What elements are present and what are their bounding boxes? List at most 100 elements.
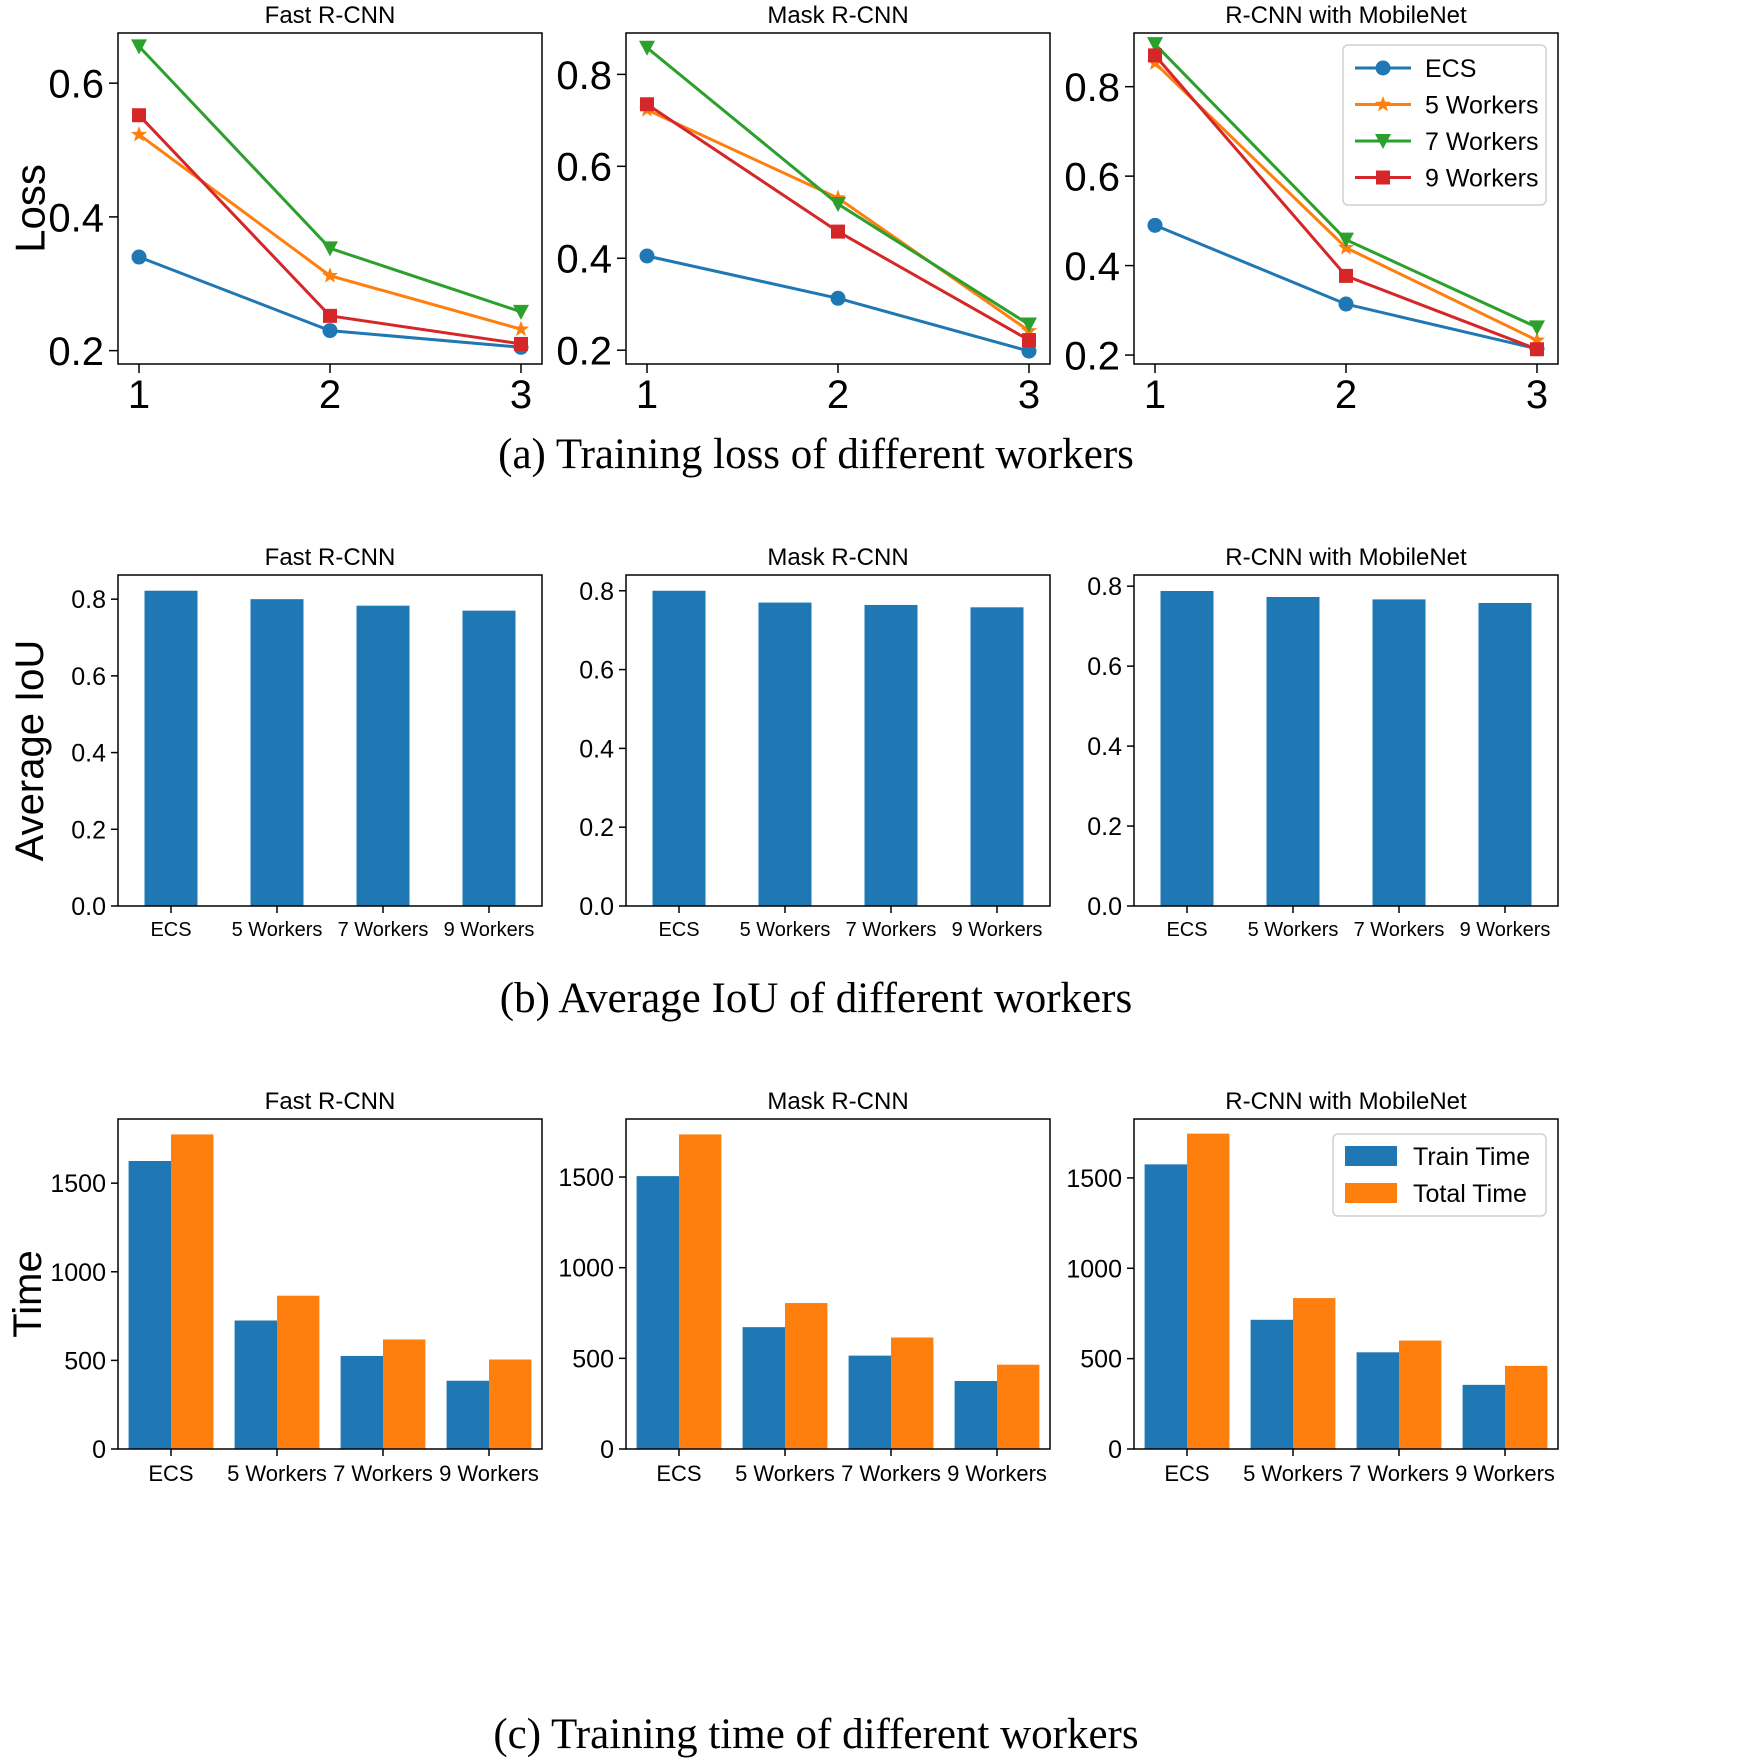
chart-c-mask-r-cnn-bar-train-time-5-workers — [742, 1327, 785, 1449]
chart-b-fast-r-cnn-xtick-label: ECS — [150, 919, 191, 941]
chart-b-mask-r-cnn-bar-7-workers — [864, 604, 918, 906]
chart-a-mask-r-cnn-ytick-label: 0.6 — [556, 146, 612, 190]
chart-c-r-cnn-with-mobilenet-legend-total-time-label: Total Time — [1413, 1180, 1527, 1208]
chart-c-mask-r-cnn-ytick-label: 1500 — [558, 1164, 614, 1192]
panels: Fast R-CNN 0.2 0.4 0.6 Loss 1 2 3 Mask R-CNN 0.2 0… — [6, 2, 1559, 1486]
chart-b-r-cnn-with-mobilenet-ytick-label: 0.0 — [1087, 893, 1122, 921]
chart-a-mask-r-cnn-ytick-label: 0.4 — [556, 238, 612, 282]
chart-c-mask-r-cnn: Mask R-CNN 0 500 1000 1500 ECS 5 Workers 7 Work… — [558, 1088, 1051, 1486]
chart-c-fast-r-cnn-xtick-label: 7 Workers — [333, 1461, 433, 1486]
chart-b-mask-r-cnn-bar-ecs — [652, 590, 706, 906]
chart-b-r-cnn-with-mobilenet-bar-ecs — [1160, 590, 1214, 906]
chart-a-r-cnn-with-mobilenet-series-9-workers-point — [1339, 268, 1353, 283]
chart-a-r-cnn-with-mobilenet-series-7-workers-point — [1528, 320, 1545, 336]
chart-c-r-cnn-with-mobilenet-bar-total-time-9-workers — [1505, 1365, 1548, 1449]
chart-a-mask-r-cnn-xtick-label: 3 — [1018, 373, 1040, 417]
chart-c-r-cnn-with-mobilenet-ytick-label: 1000 — [1066, 1255, 1122, 1283]
chart-a-mask-r-cnn-xtick-label: 1 — [636, 373, 658, 417]
chart-c-r-cnn-with-mobilenet-ytick-label: 500 — [1080, 1346, 1122, 1374]
chart-c-fast-r-cnn-ytick-label: 1500 — [50, 1170, 106, 1198]
chart-c-mask-r-cnn-bar-train-time-9-workers — [954, 1381, 997, 1449]
chart-b-mask-r-cnn: Mask R-CNN 0.0 0.2 0.4 0.6 0.8 ECS 5 Workers 7 W… — [579, 544, 1051, 941]
chart-a-r-cnn-with-mobilenet-xtick-label: 3 — [1526, 373, 1548, 417]
chart-b-fast-r-cnn-frame — [117, 574, 543, 907]
chart-b-fast-r-cnn-title: Fast R-CNN — [265, 544, 396, 571]
chart-a-mask-r-cnn-ytick-label: 0.2 — [556, 330, 612, 374]
chart-b-r-cnn-with-mobilenet-ytick-label: 0.6 — [1087, 653, 1122, 681]
chart-b-r-cnn-with-mobilenet-ytick-label: 0.4 — [1087, 733, 1122, 761]
chart-a-fast-r-cnn-ytick-label: 0.4 — [48, 196, 104, 240]
chart-a-fast-r-cnn-series-9-workers-point — [323, 308, 337, 323]
chart-b-r-cnn-with-mobilenet-xtick-label: 7 Workers — [1354, 919, 1445, 941]
chart-b-r-cnn-with-mobilenet-frame — [1133, 574, 1559, 907]
chart-a-mask-r-cnn-ytick-label: 0.8 — [556, 54, 612, 98]
chart-c-r-cnn-with-mobilenet-bar-total-time-7-workers — [1399, 1340, 1442, 1449]
chart-a-fast-r-cnn-series-5-workers-line — [138, 133, 522, 331]
chart-c-r-cnn-with-mobilenet-ytick-label: 0 — [1108, 1436, 1122, 1464]
chart-a-fast-r-cnn-series-5-workers-point — [130, 126, 148, 142]
chart-a-mask-r-cnn-series-9-workers-point — [1021, 333, 1036, 348]
chart-a-r-cnn-with-mobilenet-legend-9-workers-label: 9 Workers — [1425, 165, 1538, 193]
chart-c-mask-r-cnn-ytick-label: 1000 — [558, 1255, 614, 1283]
chart-a-r-cnn-with-mobilenet-series-9-workers-point — [1148, 48, 1163, 63]
chart-b-fast-r-cnn-ytick-label: 0.4 — [71, 740, 106, 768]
chart-a-r-cnn-with-mobilenet-legend-ecs-marker — [1375, 60, 1391, 76]
chart-c-fast-r-cnn-ytick-label: 500 — [64, 1347, 106, 1375]
chart-c-fast-r-cnn-bar-total-time-ecs — [171, 1134, 214, 1449]
chart-b-fast-r-cnn-ytick-label: 0.2 — [71, 816, 106, 844]
chart-b-r-cnn-with-mobilenet-bar-7-workers — [1372, 599, 1426, 906]
caption-b: (b) Average IoU of different workers — [500, 975, 1132, 1022]
chart-a-r-cnn-with-mobilenet-legend-7-workers-marker — [1375, 134, 1391, 149]
chart-b-fast-r-cnn: Fast R-CNN 0.0 0.2 0.4 0.6 0.8 Average IoU ECS 5… — [8, 544, 543, 941]
chart-a-fast-r-cnn-series-9-workers-point — [513, 336, 528, 351]
chart-c-fast-r-cnn-title: Fast R-CNN — [265, 1088, 396, 1115]
chart-a-mask-r-cnn-title: Mask R-CNN — [767, 2, 908, 29]
chart-c-fast-r-cnn-xtick-label: ECS — [148, 1461, 193, 1486]
chart-c-r-cnn-with-mobilenet-bar-train-time-ecs — [1144, 1164, 1187, 1449]
chart-b-mask-r-cnn-xtick-label: ECS — [658, 919, 699, 941]
chart-a-mask-r-cnn-series-9-workers-point — [640, 97, 655, 112]
chart-a-r-cnn-with-mobilenet-title: R-CNN with MobileNet — [1225, 2, 1467, 29]
chart-c-fast-r-cnn-bar-total-time-7-workers — [383, 1339, 426, 1449]
chart-c-mask-r-cnn-bar-train-time-7-workers — [848, 1355, 891, 1449]
chart-a-fast-r-cnn-series-7-workers-point — [512, 304, 529, 320]
chart-c-r-cnn-with-mobilenet-bar-total-time-5-workers — [1293, 1298, 1336, 1449]
chart-a-mask-r-cnn-series-ecs-point — [1021, 343, 1037, 359]
chart-b-fast-r-cnn-ytick-label: 0.0 — [71, 893, 106, 921]
chart-b-mask-r-cnn-bar-5-workers — [758, 602, 812, 906]
chart-c-r-cnn-with-mobilenet-bar-train-time-5-workers — [1250, 1319, 1293, 1449]
chart-b-fast-r-cnn-bar-5-workers — [250, 599, 304, 906]
chart-b-fast-r-cnn-ytick-label: 0.8 — [71, 586, 106, 614]
chart-b-r-cnn-with-mobilenet-ytick-label: 0.2 — [1087, 813, 1122, 841]
chart-b-mask-r-cnn-xtick-label: 9 Workers — [952, 919, 1043, 941]
chart-b-r-cnn-with-mobilenet-ytick-label: 0.8 — [1087, 573, 1122, 601]
chart-c-r-cnn-with-mobilenet-legend-total-time-swatch — [1345, 1183, 1397, 1203]
chart-c-mask-r-cnn-bar-total-time-ecs — [679, 1134, 722, 1449]
chart-a-mask-r-cnn-series-7-workers-point — [639, 40, 656, 56]
chart-b-fast-r-cnn-bar-7-workers — [356, 605, 410, 906]
chart-c-mask-r-cnn-xtick-label: 7 Workers — [841, 1461, 941, 1486]
chart-c-mask-r-cnn-title: Mask R-CNN — [767, 1088, 908, 1115]
chart-c-r-cnn-with-mobilenet-bar-train-time-7-workers — [1356, 1352, 1399, 1449]
chart-a-mask-r-cnn-series-7-workers-point — [1020, 317, 1037, 333]
chart-a-r-cnn-with-mobilenet-ytick-label: 0.8 — [1064, 66, 1120, 110]
chart-a-r-cnn-with-mobilenet-xtick-label: 2 — [1335, 373, 1357, 417]
chart-a-mask-r-cnn-frame — [625, 32, 1051, 365]
chart-a-fast-r-cnn-series-5-workers-point — [512, 320, 530, 337]
chart-c-fast-r-cnn-frame — [117, 1118, 543, 1450]
chart-c-mask-r-cnn-ytick-label: 0 — [600, 1436, 614, 1464]
chart-a-r-cnn-with-mobilenet-series-ecs-point — [1147, 217, 1163, 233]
chart-b-mask-r-cnn-bar-9-workers — [970, 607, 1024, 906]
chart-b-r-cnn-with-mobilenet-bar-9-workers — [1478, 602, 1532, 906]
chart-c-mask-r-cnn-bar-total-time-7-workers — [891, 1337, 934, 1449]
chart-a-r-cnn-with-mobilenet-legend-ecs-label: ECS — [1425, 55, 1476, 83]
chart-c-fast-r-cnn: Fast R-CNN 0 500 1000 1500 Time ECS 5 Workers 7 … — [6, 1088, 543, 1486]
chart-c-mask-r-cnn-frame — [625, 1118, 1051, 1450]
chart-b-mask-r-cnn-xtick-label: 7 Workers — [846, 919, 937, 941]
chart-b-r-cnn-with-mobilenet-bar-5-workers — [1266, 596, 1320, 906]
chart-a-r-cnn-with-mobilenet-frame — [1133, 32, 1559, 365]
chart-a-fast-r-cnn-series-7-workers-point — [131, 39, 148, 55]
chart-a-mask-r-cnn-xtick-label: 2 — [827, 373, 849, 417]
chart-b-fast-r-cnn-bar-9-workers — [462, 610, 516, 906]
chart-b-mask-r-cnn-ytick-label: 0.2 — [579, 814, 614, 842]
